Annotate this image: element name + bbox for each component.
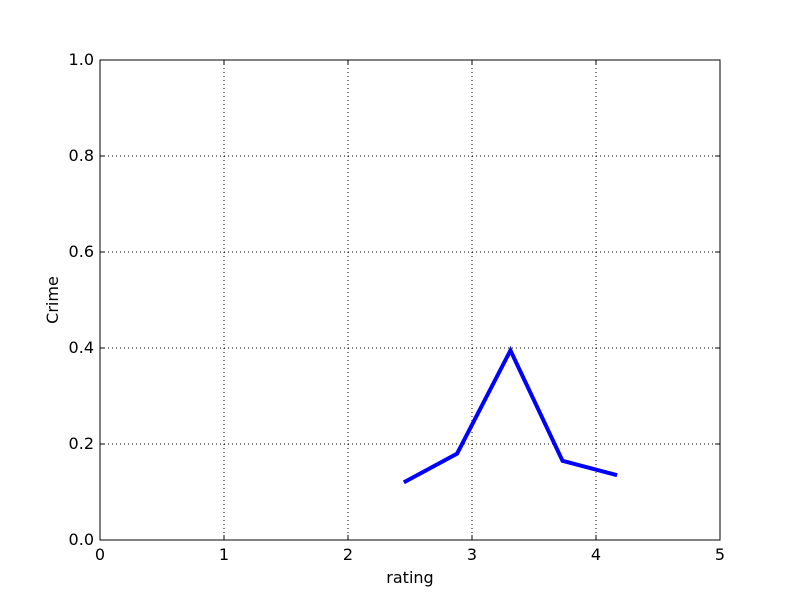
y-tick-label: 0.2: [69, 434, 94, 453]
x-tick-label: 5: [715, 545, 725, 564]
tick-labels: 0 1 2 3 4 5 0.0 0.2 0.4 0.6 0.8 1.0: [69, 50, 726, 564]
x-tick-label: 1: [219, 545, 229, 564]
series-layer: [402, 345, 618, 485]
y-tick-label: 0.6: [69, 242, 94, 261]
x-tick-label: 3: [467, 545, 477, 564]
x-tick-label: 4: [591, 545, 601, 564]
y-axis-label: Crime: [43, 276, 62, 324]
x-tick-label: 0: [95, 545, 105, 564]
x-axis-label: rating: [386, 568, 433, 587]
y-tick-label: 1.0: [69, 50, 94, 69]
x-tick-label: 2: [343, 545, 353, 564]
ticks: [99, 59, 721, 541]
y-tick-label: 0.4: [69, 338, 94, 357]
grid: [100, 60, 720, 540]
plot-frame: [99, 59, 721, 541]
y-tick-label: 0.8: [69, 146, 94, 165]
y-tick-label: 0.0: [69, 530, 94, 549]
series-line: [402, 345, 618, 485]
